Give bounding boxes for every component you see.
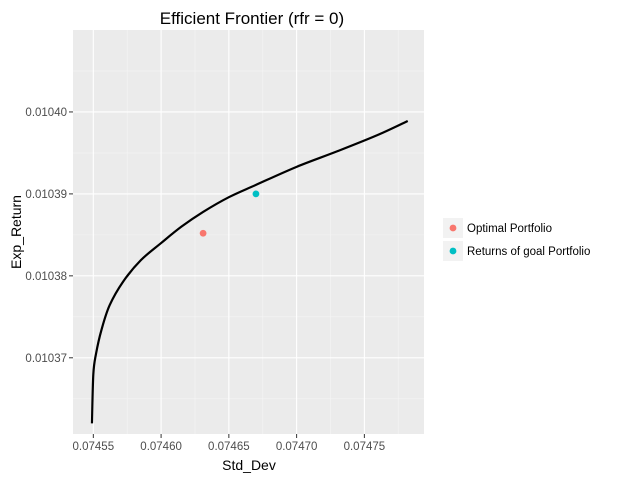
y-tick-label: 0.01039 <box>25 189 67 201</box>
series-layer <box>90 119 409 424</box>
legend-label: Returns of goal Portfolio <box>467 246 590 258</box>
x-tick-label: 0.07460 <box>140 441 182 453</box>
chart-title: Efficient Frontier (rfr = 0) <box>160 9 344 28</box>
y-tick-label: 0.01038 <box>25 271 67 283</box>
plot-panel <box>73 30 424 434</box>
x-axis-ticks: 0.07455 0.07460 0.07465 0.07470 0.07475 <box>73 434 386 453</box>
point-optimal-portfolio <box>199 229 207 237</box>
x-tick-label: 0.07470 <box>276 441 318 453</box>
x-tick-label: 0.07455 <box>73 441 115 453</box>
point-goal-portfolio <box>252 190 260 198</box>
y-tick-label: 0.01037 <box>25 353 67 365</box>
legend: Optimal Portfolio Returns of goal Portfol… <box>443 218 590 261</box>
y-tick-label: 0.01040 <box>25 107 67 119</box>
frontier-line <box>90 119 409 424</box>
legend-label: Optimal Portfolio <box>467 223 552 235</box>
legend-key-dot <box>449 247 457 255</box>
grid-minor <box>73 30 424 434</box>
y-axis-title: Exp_Return <box>8 195 24 269</box>
y-axis-ticks: 0.01037 0.01038 0.01039 0.01040 <box>25 107 73 365</box>
grid-major <box>73 30 424 434</box>
x-tick-label: 0.07475 <box>344 441 386 453</box>
x-tick-label: 0.07465 <box>208 441 250 453</box>
legend-key-dot <box>449 224 457 232</box>
points-layer <box>199 190 260 237</box>
x-axis-title: Std_Dev <box>222 457 276 473</box>
